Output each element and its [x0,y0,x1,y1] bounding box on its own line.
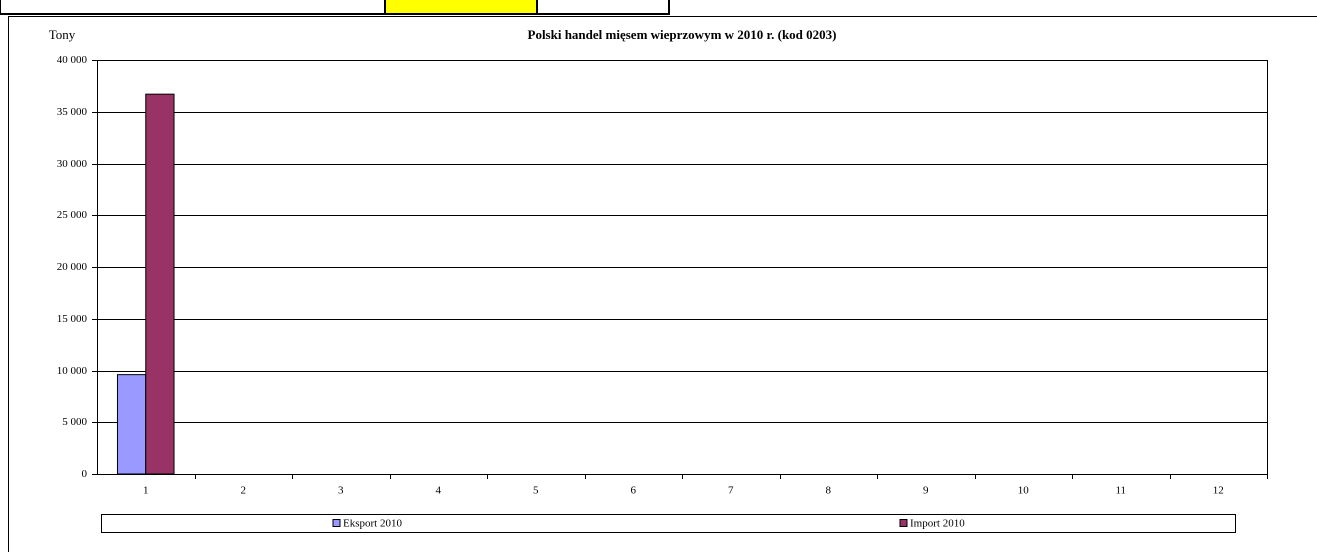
x-tick-label: 5 [533,485,539,497]
y-tick-label: 20 000 [57,261,88,273]
legend [102,515,1236,533]
y-tick-label: 30 000 [57,158,88,170]
bar [146,94,174,474]
cell [537,0,669,14]
bar [117,375,145,474]
y-tick-label: 25 000 [57,209,88,221]
y-tick-label: 40 000 [57,54,88,66]
x-tick-label: 9 [923,485,929,497]
legend-swatch [900,520,907,527]
legend-label: Import 2010 [910,518,965,530]
x-tick-label: 3 [338,485,344,497]
y-tick-label: 5 000 [62,416,87,428]
chart-title: Polski handel mięsem wieprzowym w 2010 r… [528,27,837,42]
x-tick-label: 10 [1018,485,1030,497]
y-axis-label: Tony [49,27,76,42]
x-tick-label: 12 [1213,485,1224,497]
y-tick-label: 35 000 [57,106,88,118]
y-tick-label: 10 000 [57,365,88,377]
cell [0,0,385,14]
y-tick-label: 15 000 [57,313,88,325]
x-tick-label: 6 [631,485,637,497]
legend-swatch [333,520,340,527]
x-tick-label: 4 [436,485,442,497]
x-tick-label: 2 [241,485,247,497]
y-tick-label: 0 [82,468,88,480]
x-tick-label: 1 [143,485,149,497]
legend-label: Eksport 2010 [343,518,402,530]
cell-highlight [385,0,537,14]
x-tick-label: 8 [826,485,832,497]
x-tick-label: 11 [1115,485,1126,497]
x-tick-label: 7 [728,485,734,497]
